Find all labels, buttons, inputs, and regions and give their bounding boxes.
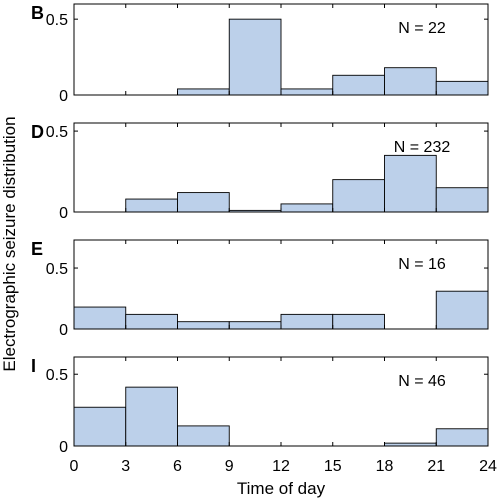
x-tick-label: 3 [121, 458, 130, 475]
histogram-bar [435, 187, 489, 213]
histogram-bar [228, 321, 282, 330]
panel-label: E [31, 239, 43, 259]
panel-label: B [31, 3, 44, 23]
y-tick-label: 0.5 [46, 261, 68, 278]
histogram-bar [332, 74, 385, 96]
y-tick-label: 0 [59, 439, 68, 456]
histogram-bar [280, 88, 334, 96]
histogram-bar [177, 192, 230, 213]
y-tick-label: 0 [59, 205, 68, 222]
y-axis-label: Electrographic seizure distribution [0, 116, 19, 371]
sample-size-annotation: N = 232 [394, 139, 451, 156]
x-tick-label: 15 [324, 458, 342, 475]
histogram-bar [280, 203, 334, 213]
panel-d: 0 0.5D N = 232 [31, 122, 489, 222]
histogram-bar [435, 290, 489, 330]
y-tick-label: 0.5 [46, 12, 68, 29]
panel-label: D [31, 122, 44, 142]
histogram-bar [280, 313, 334, 330]
panel-i: 0 0.5 I N = 46 [31, 356, 489, 456]
y-tick-label: 0.5 [46, 367, 68, 384]
histogram-bar [332, 313, 385, 330]
x-axis-label: Time of day [237, 479, 326, 498]
x-tick-label: 9 [225, 458, 234, 475]
y-tick-label: 0 [59, 88, 68, 105]
histogram-bar [177, 425, 230, 447]
x-tick-label: 0 [70, 458, 79, 475]
histogram-bar [125, 198, 178, 213]
y-tick-label: 0.5 [46, 124, 68, 141]
panel-b: 0 0.5B N = 22 [31, 3, 489, 105]
histogram-bar [435, 80, 489, 96]
sample-size-annotation: N = 46 [398, 373, 446, 390]
sample-size-annotation: N = 16 [398, 256, 446, 273]
histogram-bar [73, 306, 127, 330]
histogram-bar [332, 179, 385, 213]
panel-label: I [31, 356, 36, 376]
histogram-bar [177, 88, 230, 96]
x-axis-ticks: 0 3 6 9 12 15 18 21 24 [70, 458, 497, 475]
x-tick-label: 24 [479, 458, 497, 475]
y-tick-label: 0 [59, 322, 68, 339]
sample-size-annotation: N = 22 [398, 20, 446, 37]
histogram-bar [177, 321, 230, 330]
histogram-bar [125, 386, 178, 447]
histogram-bar [384, 154, 437, 213]
histogram-bar [228, 18, 282, 96]
x-tick-label: 12 [272, 458, 290, 475]
x-tick-label: 6 [173, 458, 182, 475]
histogram-bar [73, 406, 127, 447]
panel-e: 0 0.5E N = 16 [31, 239, 489, 339]
histogram-bar [435, 428, 489, 447]
x-tick-label: 18 [376, 458, 394, 475]
x-tick-label: 21 [427, 458, 445, 475]
histogram-bar [125, 313, 178, 330]
histogram-bar [384, 67, 437, 96]
